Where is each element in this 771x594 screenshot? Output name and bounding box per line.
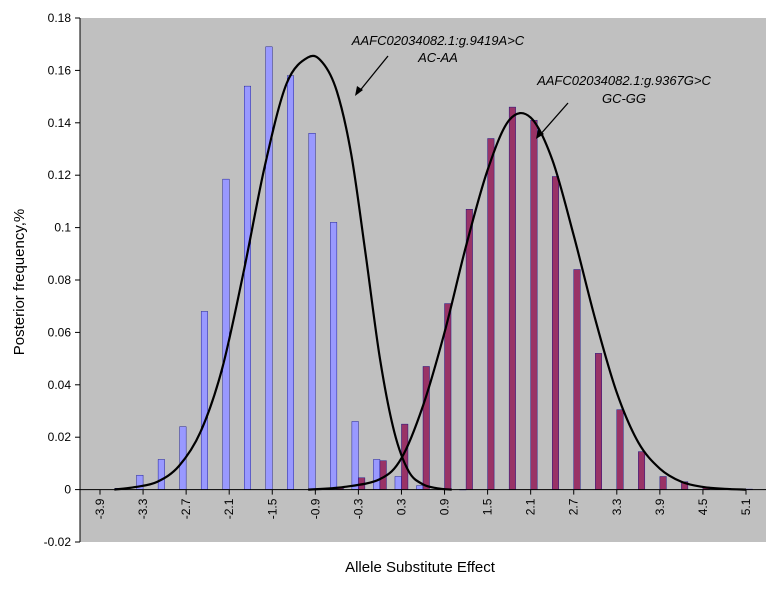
annotation-a-arrow-line xyxy=(357,55,389,94)
bar-series-2 xyxy=(487,138,495,490)
x-tick-label: -2.7 xyxy=(179,498,193,519)
bar-series-1 xyxy=(244,85,251,490)
x-tick-label: -0.9 xyxy=(308,498,322,519)
annotation-a-arrowhead xyxy=(355,86,363,96)
y-tick-label: 0.04 xyxy=(48,378,72,392)
bars-layer xyxy=(114,46,753,491)
bar-series-1 xyxy=(308,133,316,490)
bar-series-2 xyxy=(465,209,473,490)
y-tick-label: 0.1 xyxy=(54,221,71,235)
annotation-b-line2: GC-GG xyxy=(602,91,646,106)
bar-series-1 xyxy=(351,421,359,490)
x-tick-label: 5.1 xyxy=(739,498,753,515)
y-tick-label: -0.02 xyxy=(44,535,72,549)
y-tick-label: 0 xyxy=(64,483,71,497)
x-tick-label: 3.9 xyxy=(653,498,667,515)
fitted-curve-1 xyxy=(114,54,452,491)
bar-series-1 xyxy=(416,485,424,490)
annotation-a-line2: AC-AA xyxy=(417,50,458,65)
y-tick-label: 0.14 xyxy=(48,116,72,130)
annotation-b: AAFC02034082.1:g.9367G>C GC-GG xyxy=(536,73,712,139)
bar-series-1 xyxy=(330,222,338,490)
bar-series-2 xyxy=(659,476,667,490)
x-tick-label: 0.3 xyxy=(394,498,408,515)
annotation-b-arrowhead xyxy=(536,129,544,139)
x-tick-label: -2.1 xyxy=(222,498,236,519)
bar-series-1 xyxy=(394,476,402,490)
x-tick-label: 4.5 xyxy=(696,498,710,515)
x-tick-label: 2.1 xyxy=(524,498,538,515)
annotation-b-arrow-line xyxy=(538,102,569,137)
bar-series-1 xyxy=(200,311,208,490)
bar-series-2 xyxy=(508,106,516,490)
x-tick-label: 2.7 xyxy=(567,498,581,515)
y-axis-title: Posterior frequency,% xyxy=(11,209,28,355)
ticks-layer: 0.18 0.16 0.14 0.12 0.1 0.08 0.06 0.04 0.02 0 -0.0… xyxy=(44,11,753,549)
y-tick-label: 0.06 xyxy=(48,325,72,339)
bar-series-1 xyxy=(265,46,273,490)
y-tick-label: 0.12 xyxy=(48,168,72,182)
x-tick-label: -3.3 xyxy=(136,498,150,519)
bar-series-1 xyxy=(287,75,294,490)
x-tick-label: -0.3 xyxy=(351,498,365,519)
annotation-a: AAFC02034082.1:g.9419A>C AC-AA xyxy=(351,33,525,96)
bar-series-2 xyxy=(552,176,559,490)
y-tick-label: 0.18 xyxy=(48,11,72,25)
bar-series-2 xyxy=(638,451,646,490)
bar-series-2 xyxy=(595,353,602,490)
x-tick-label: 0.9 xyxy=(438,498,452,515)
x-tick-label: 1.5 xyxy=(481,498,495,515)
x-tick-label: 3.3 xyxy=(610,498,624,515)
bar-series-1 xyxy=(157,459,165,490)
x-tick-label: -1.5 xyxy=(265,498,279,519)
annotation-b-line1: AAFC02034082.1:g.9367G>C xyxy=(536,73,711,88)
x-tick-label: -3.9 xyxy=(93,498,107,519)
annotation-a-line1: AAFC02034082.1:g.9419A>C xyxy=(351,33,525,48)
bar-series-2 xyxy=(573,269,581,490)
bar-series-2 xyxy=(530,119,538,490)
bar-series-2 xyxy=(616,409,624,490)
y-tick-label: 0.02 xyxy=(48,430,72,444)
bar-series-1 xyxy=(373,459,381,490)
y-tick-label: 0.16 xyxy=(48,63,72,77)
y-tick-label: 0.08 xyxy=(48,273,72,287)
x-axis-title: Allele Substitute Effect xyxy=(345,559,496,576)
bar-series-1 xyxy=(222,178,230,490)
